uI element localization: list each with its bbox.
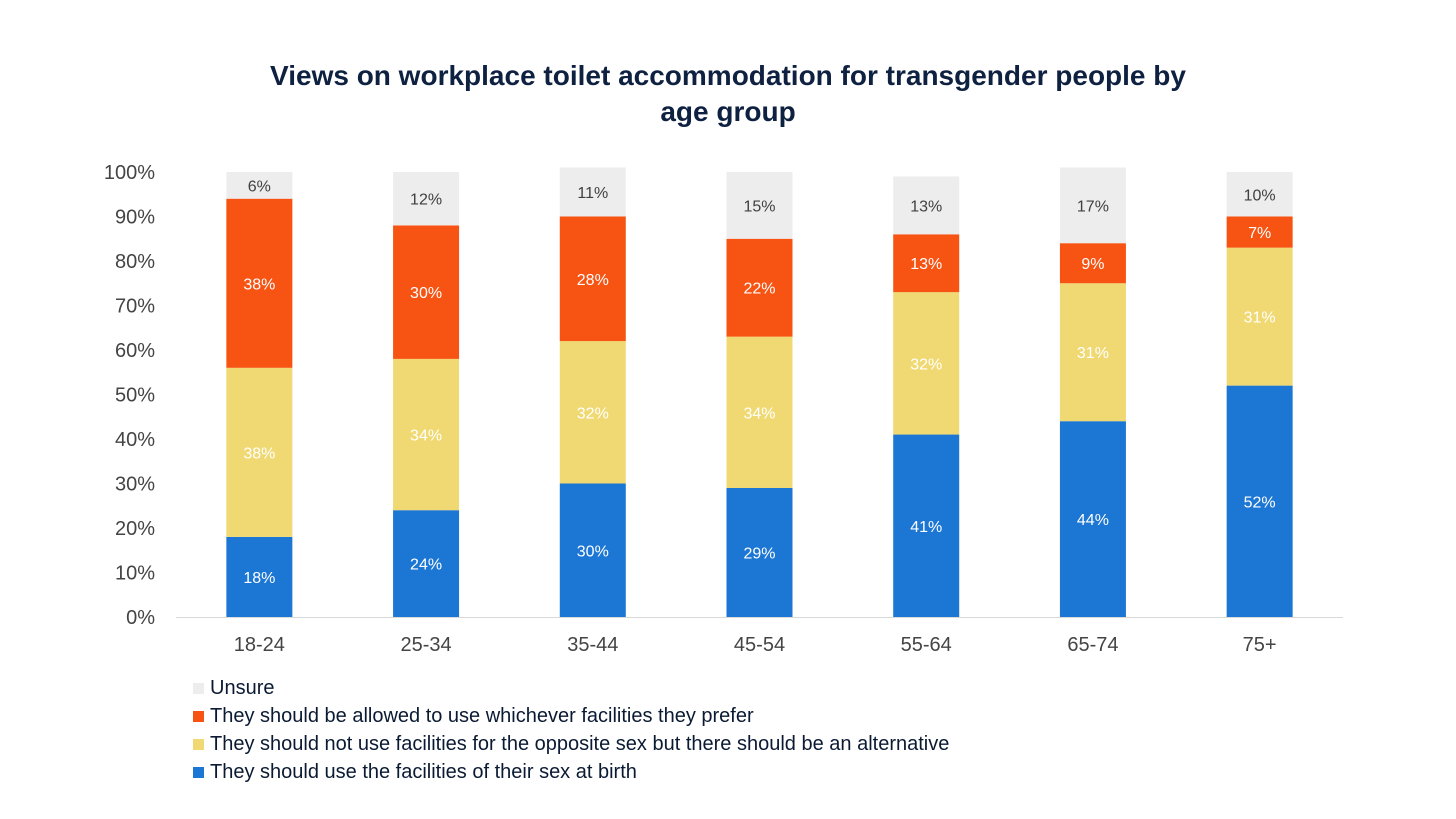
y-tick-label: 20%: [115, 518, 155, 540]
legend-label: They should be allowed to use whichever …: [210, 704, 754, 727]
bar-segment: [726, 487, 793, 617]
legend-swatch: [193, 710, 204, 722]
bar-segment: [559, 341, 626, 484]
legend: Unsure They should be allowed to use whic…: [193, 674, 949, 786]
bar-segment: [226, 172, 293, 199]
bar-segment: [393, 225, 460, 359]
legend-label: They should use the facilities of their …: [210, 760, 637, 783]
data-label: 18%: [243, 570, 275, 587]
bar-segment: [393, 358, 460, 511]
y-tick-label: 10%: [115, 563, 155, 585]
bar-segment: [1226, 216, 1293, 248]
bar-segment: [559, 483, 626, 617]
bar-segment: [893, 292, 960, 435]
data-label: 30%: [577, 543, 609, 560]
data-label: 13%: [910, 198, 942, 215]
data-label: 7%: [1248, 225, 1271, 242]
data-label: 9%: [1081, 256, 1104, 273]
data-label: 6%: [248, 178, 271, 195]
x-tick-label: 75+: [1243, 634, 1277, 656]
data-label: 31%: [1077, 345, 1109, 362]
legend-swatch: [193, 738, 204, 750]
y-tick-label: 100%: [104, 162, 155, 184]
data-label: 12%: [410, 192, 442, 209]
bar-segment: [1226, 385, 1293, 617]
bar-segment: [393, 510, 460, 617]
y-tick-label: 80%: [115, 251, 155, 273]
y-tick-label: 90%: [115, 207, 155, 229]
data-label: 38%: [243, 276, 275, 293]
bar-segment: [1059, 421, 1126, 617]
data-label: 13%: [910, 256, 942, 273]
y-tick-label: 0%: [126, 607, 155, 629]
data-label: 31%: [1244, 310, 1276, 327]
x-tick-label: 45-54: [734, 634, 785, 656]
data-label: 24%: [410, 557, 442, 574]
data-label: 15%: [743, 198, 775, 215]
x-tick-label: 35-44: [567, 634, 618, 656]
bar-segment: [559, 167, 626, 217]
legend-item: They should use the facilities of their …: [193, 758, 949, 786]
data-label: 28%: [577, 272, 609, 289]
chart-title-line: age group: [660, 96, 796, 127]
chart-title: Views on workplace toilet accommodation …: [0, 58, 1456, 130]
y-tick-label: 50%: [115, 385, 155, 407]
x-tick-label: 25-34: [400, 634, 451, 656]
x-tick-label: 18-24: [234, 634, 285, 656]
bar-segment: [393, 172, 460, 226]
y-tick-label: 60%: [115, 340, 155, 362]
data-label: 44%: [1077, 512, 1109, 529]
y-tick-label: 40%: [115, 429, 155, 451]
y-tick-label: 30%: [115, 474, 155, 496]
data-label: 38%: [243, 445, 275, 462]
bar-segment: [226, 536, 293, 617]
bar-segment: [726, 336, 793, 488]
bar-segment: [1226, 247, 1293, 386]
data-label: 32%: [577, 405, 609, 422]
data-label: 22%: [743, 281, 775, 298]
legend-item: They should not use facilities for the o…: [193, 730, 949, 758]
data-label: 52%: [1244, 494, 1276, 511]
bar-segment: [893, 434, 960, 617]
data-label: 34%: [410, 428, 442, 445]
bar-segment: [726, 172, 793, 239]
bar-segment: [893, 176, 960, 235]
bar-segment: [726, 238, 793, 337]
bar-segment: [893, 234, 960, 293]
bar-segment: [1226, 172, 1293, 217]
legend-item: Unsure: [193, 674, 949, 702]
data-label: 34%: [743, 405, 775, 422]
data-label: 29%: [743, 545, 775, 562]
y-tick-label: 70%: [115, 296, 155, 318]
data-label: 10%: [1244, 187, 1276, 204]
chart-title-line: Views on workplace toilet accommodation …: [270, 60, 1186, 91]
bar-segment: [226, 367, 293, 537]
legend-label: Unsure: [210, 676, 275, 699]
data-label: 11%: [577, 185, 608, 202]
bar-segment: [1059, 243, 1126, 284]
bar-segment: [226, 198, 293, 368]
x-tick-label: 55-64: [901, 634, 952, 656]
bar-segment: [1059, 167, 1126, 244]
legend-swatch: [193, 682, 204, 694]
bar-segment: [1059, 283, 1126, 422]
x-tick-label: 65-74: [1067, 634, 1118, 656]
legend-swatch: [193, 766, 204, 778]
data-label: 41%: [910, 519, 942, 536]
data-label: 32%: [910, 356, 942, 373]
legend-item: They should be allowed to use whichever …: [193, 702, 949, 730]
bar-segment: [559, 216, 626, 342]
data-label: 17%: [1077, 198, 1109, 215]
legend-label: They should not use facilities for the o…: [210, 732, 950, 755]
data-label: 30%: [410, 285, 442, 302]
